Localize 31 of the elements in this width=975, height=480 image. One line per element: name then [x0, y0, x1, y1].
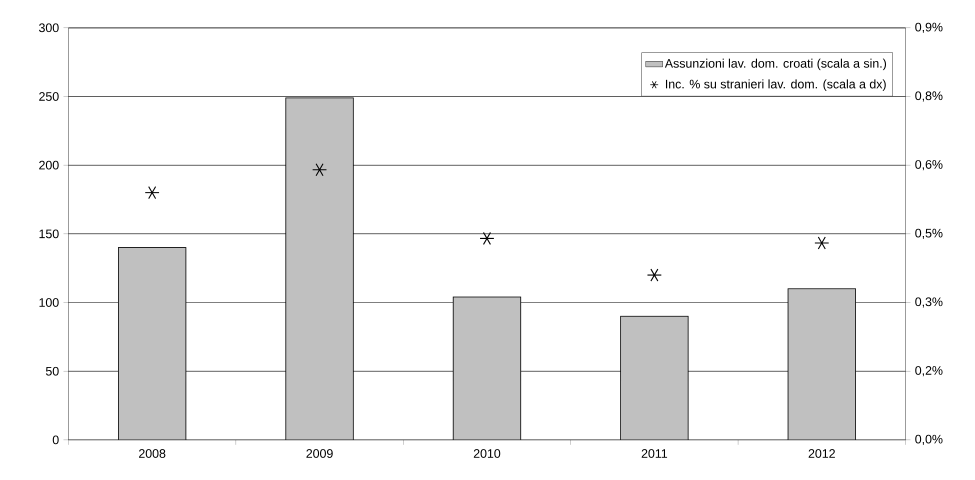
- y2-tick-label: 0,9%: [915, 22, 943, 34]
- y2-tick-label: 0,5%: [915, 228, 943, 240]
- legend-label: Assunzioni lav. dom. croati (scala a sin.): [664, 58, 886, 70]
- x-tick-label: 2008: [139, 449, 166, 458]
- x-tick-label: 2011: [642, 449, 668, 458]
- bar: [788, 288, 856, 440]
- point: [312, 163, 328, 176]
- legend-label: Inc. % su stranieri lav. dom. (scala a dx): [666, 80, 886, 92]
- x-tick-label: 2010: [474, 449, 500, 458]
- point: [480, 232, 494, 246]
- y2-tick-label: 0,0%: [915, 434, 943, 446]
- y-tick-label: 150: [39, 230, 59, 238]
- bar: [620, 316, 689, 440]
- bar: [285, 98, 354, 440]
- y-tick-label: 300: [39, 24, 59, 32]
- y-tick-label: 100: [39, 298, 59, 308]
- y-tick-label: 0: [52, 436, 59, 444]
- x-tick-label: 2009: [306, 449, 333, 458]
- y2-tick-label: 0,2%: [915, 366, 943, 377]
- y2-tick-label: 0,3%: [915, 298, 943, 308]
- y2-tick-label: 0,6%: [915, 160, 943, 170]
- bar: [118, 247, 186, 440]
- point: [814, 236, 830, 250]
- point: [144, 186, 160, 200]
- y-tick-label: 200: [39, 160, 59, 170]
- y-tick-label: 250: [39, 92, 59, 102]
- y-tick-label: 50: [46, 367, 59, 376]
- point: [646, 268, 662, 282]
- y2-tick-label: 0,8%: [915, 92, 943, 102]
- x-tick-label: 2012: [808, 449, 835, 458]
- bar: [452, 296, 522, 440]
